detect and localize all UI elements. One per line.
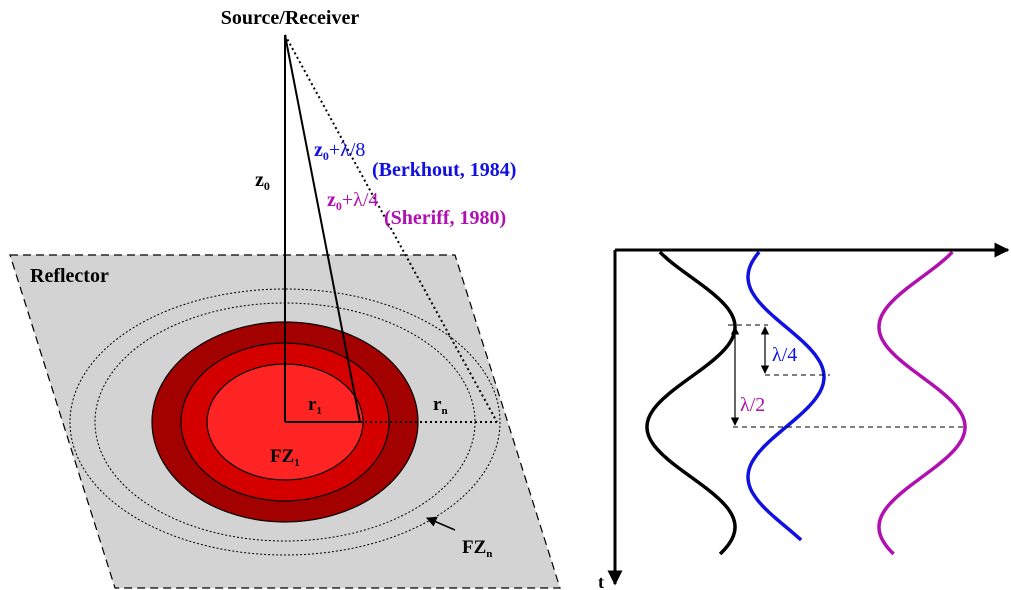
z0-sub: 0 xyxy=(264,179,270,193)
berkhout-formula: z0+λ/8 xyxy=(314,139,365,163)
fzn-sub: n xyxy=(486,548,492,560)
wavelet xyxy=(647,252,735,554)
fzn-base: FZ xyxy=(462,537,486,558)
z0-base: z xyxy=(255,169,264,191)
quarter-label: λ/4 xyxy=(772,344,797,366)
wavelet xyxy=(879,252,965,554)
r1-sub: 1 xyxy=(316,405,322,417)
sheriff-formula: z0+λ/4 xyxy=(327,189,378,213)
title: Source/Receiver xyxy=(221,7,360,29)
formula-base: z xyxy=(314,139,323,161)
formula-rest: +λ/4 xyxy=(342,189,379,211)
sheriff-ref: (Sheriff, 1980) xyxy=(384,207,506,229)
diagram: Source/Receiver z0 z0+λ/8 (Berkhout, 198… xyxy=(0,0,1011,590)
left-panel: Source/Receiver z0 z0+λ/8 (Berkhout, 198… xyxy=(10,7,560,588)
berkhout-ref: (Berkhout, 1984) xyxy=(372,159,516,181)
right-panel: t λ/4 λ/2 xyxy=(598,250,1008,590)
fz1-sub: 1 xyxy=(294,457,300,469)
half-label: λ/2 xyxy=(740,394,765,416)
t-label: t xyxy=(598,572,604,590)
formula-rest: +λ/8 xyxy=(329,139,366,161)
fz1-base: FZ xyxy=(270,446,294,467)
reflector-label: Reflector xyxy=(30,265,109,287)
z0-label: z0 xyxy=(255,169,270,193)
formula-base: z xyxy=(327,189,336,211)
rn-sub: n xyxy=(441,405,447,417)
